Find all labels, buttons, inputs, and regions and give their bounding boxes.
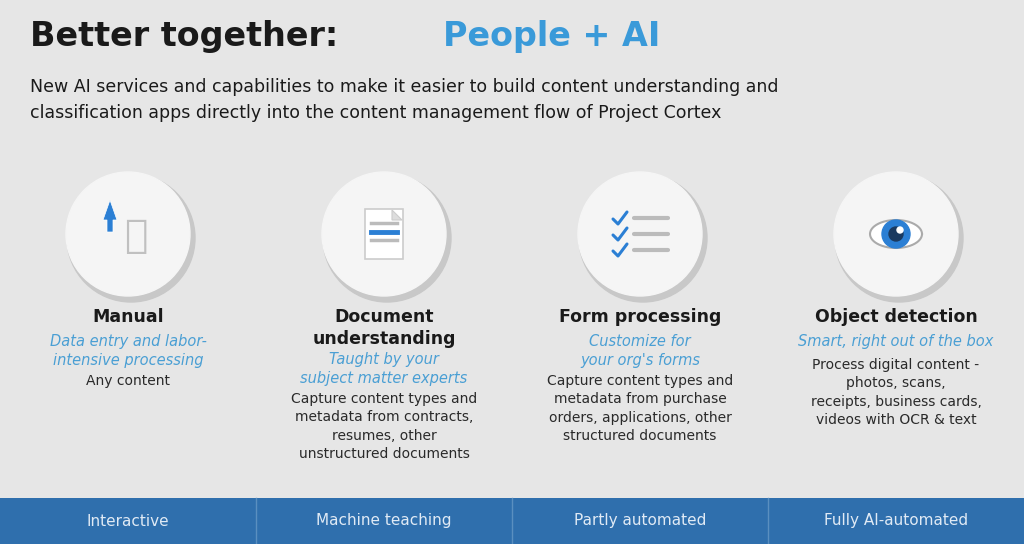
Text: Any content: Any content (86, 374, 170, 388)
Circle shape (323, 174, 451, 302)
Text: Capture content types and
metadata from contracts,
resumes, other
unstructured d: Capture content types and metadata from … (291, 392, 477, 461)
Circle shape (322, 172, 446, 296)
Text: Form processing: Form processing (559, 308, 721, 326)
Text: Customize for
your org's forms: Customize for your org's forms (580, 334, 700, 368)
Text: Taught by your
subject matter experts: Taught by your subject matter experts (300, 352, 468, 386)
Text: Object detection: Object detection (815, 308, 977, 326)
Polygon shape (392, 210, 402, 220)
Text: Manual: Manual (92, 308, 164, 326)
Text: Partly automated: Partly automated (573, 514, 707, 529)
Circle shape (834, 172, 958, 296)
Circle shape (897, 227, 903, 233)
FancyBboxPatch shape (365, 209, 403, 259)
Text: Capture content types and
metadata from purchase
orders, applications, other
str: Capture content types and metadata from … (547, 374, 733, 443)
Polygon shape (103, 200, 117, 232)
Circle shape (889, 227, 903, 241)
Polygon shape (870, 220, 922, 248)
Text: Data entry and labor-
intensive processing: Data entry and labor- intensive processi… (49, 334, 207, 368)
Circle shape (882, 220, 910, 248)
Circle shape (579, 174, 707, 302)
Circle shape (578, 172, 702, 296)
Circle shape (66, 172, 190, 296)
Text: Document
understanding: Document understanding (312, 308, 456, 348)
Text: People + AI: People + AI (442, 20, 660, 53)
Text: Process digital content -
photos, scans,
receipts, business cards,
videos with O: Process digital content - photos, scans,… (811, 358, 981, 427)
Text: Fully AI-automated: Fully AI-automated (824, 514, 968, 529)
FancyBboxPatch shape (0, 498, 1024, 544)
Circle shape (835, 174, 963, 302)
Text: ✋: ✋ (124, 217, 147, 255)
Circle shape (67, 174, 195, 302)
Text: Smart, right out of the box: Smart, right out of the box (799, 334, 993, 349)
Text: Better together:: Better together: (30, 20, 350, 53)
Text: Machine teaching: Machine teaching (316, 514, 452, 529)
Text: Interactive: Interactive (87, 514, 169, 529)
Text: New AI services and capabilities to make it easier to build content understandin: New AI services and capabilities to make… (30, 78, 778, 122)
